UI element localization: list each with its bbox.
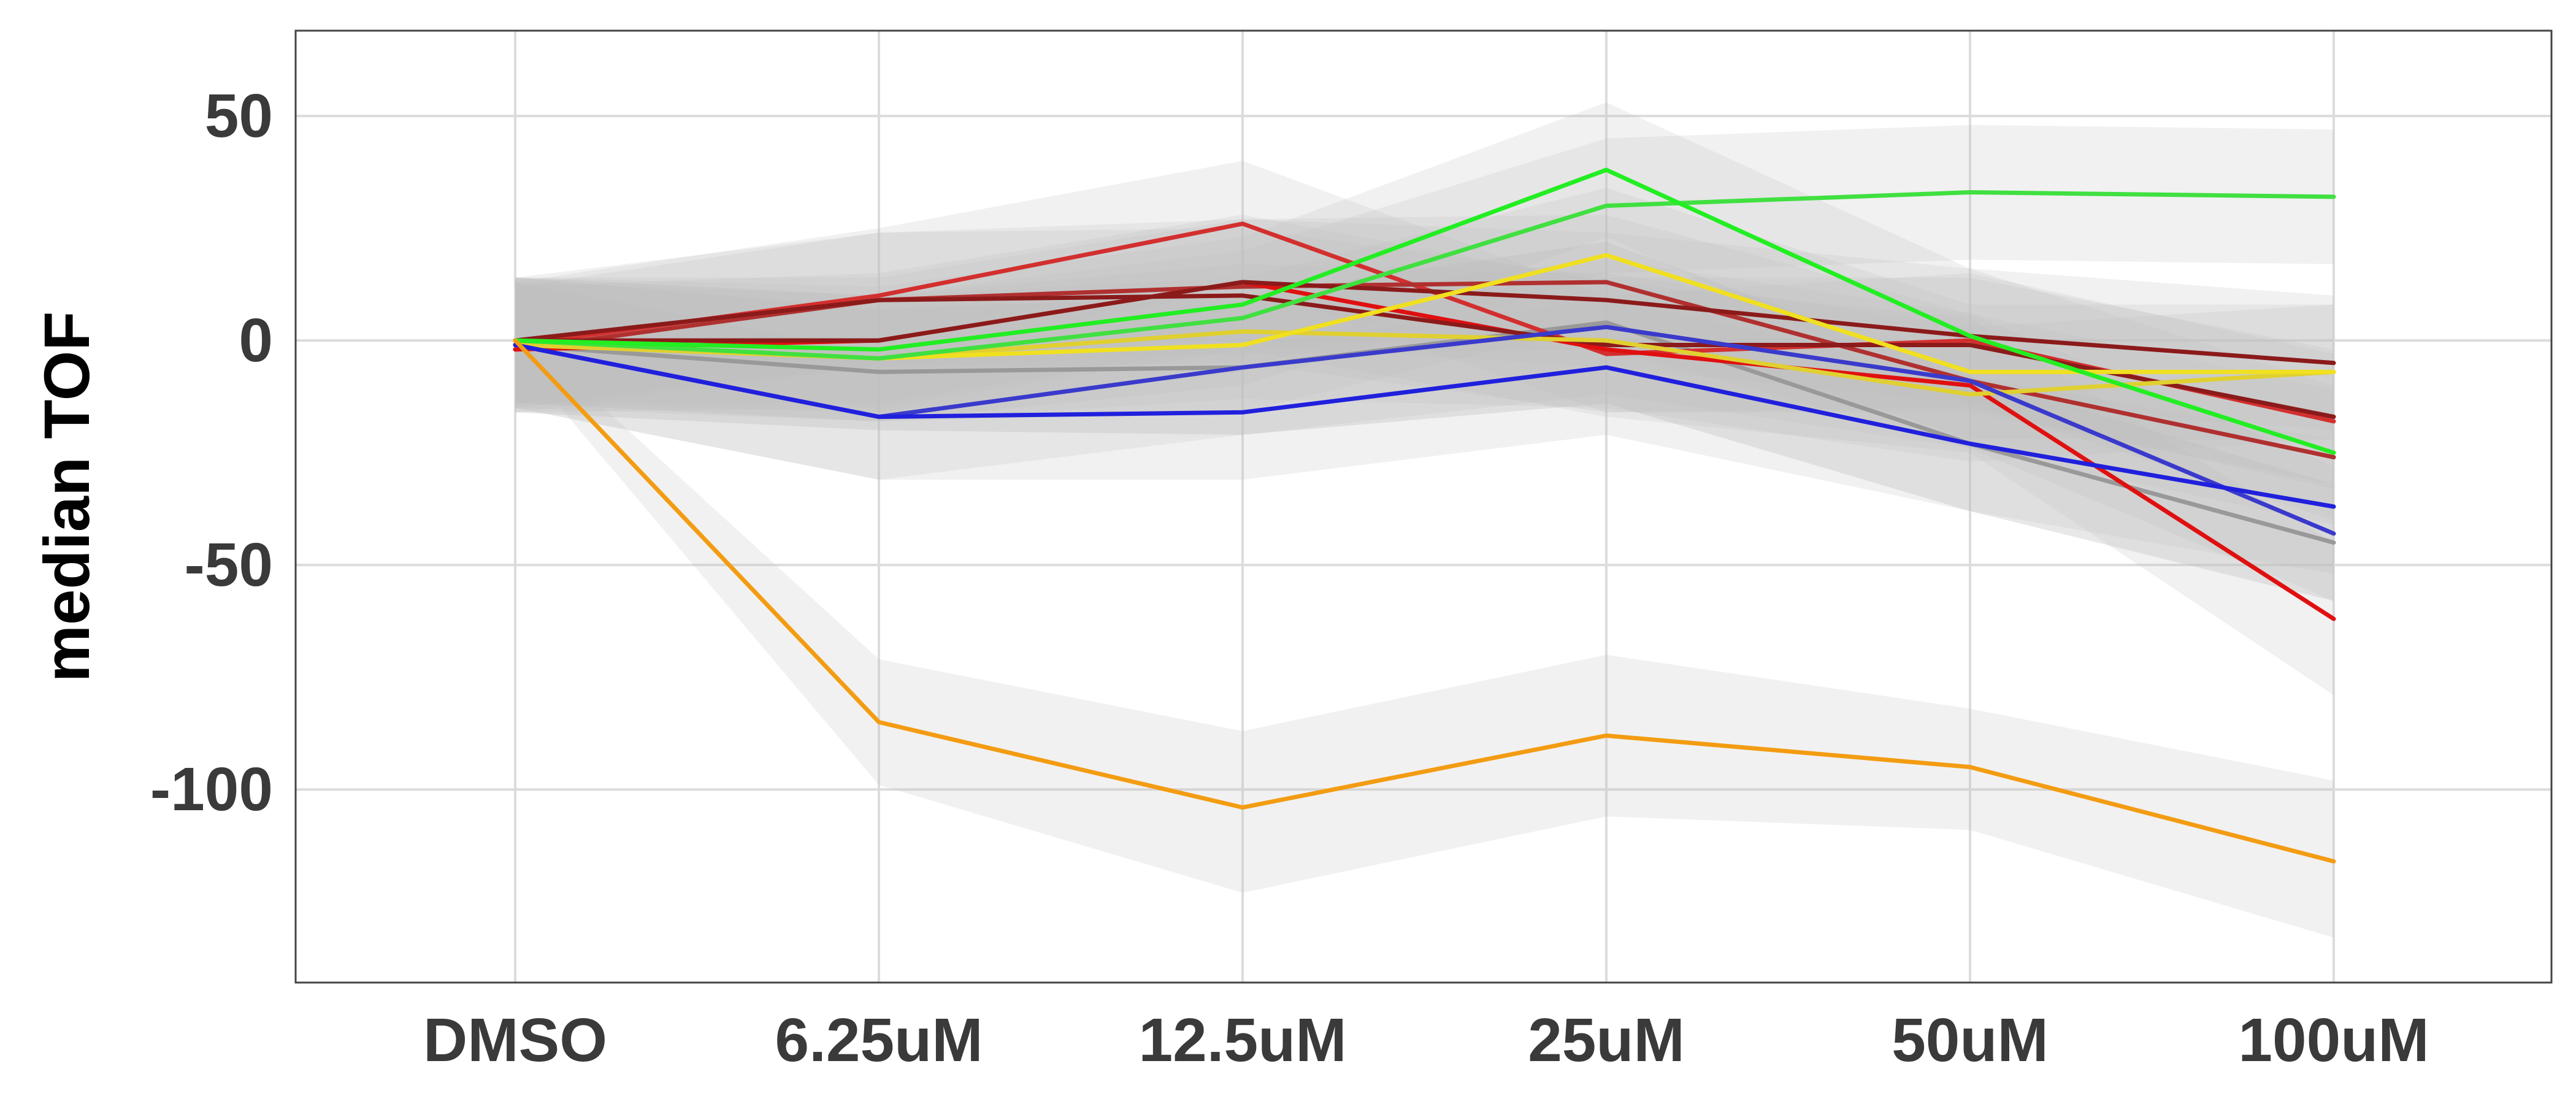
x-tick-label-4: 50uM [1892, 1006, 2049, 1075]
y-tick-label-1: 0 [239, 306, 273, 375]
x-tick-label-2: 12.5uM [1138, 1006, 1346, 1075]
series-12-ribbon [515, 327, 2334, 938]
x-tick-label-5: 100uM [2238, 1006, 2429, 1075]
series-4-line [513, 280, 2336, 366]
x-tick-label-0: DMSO [423, 1006, 607, 1075]
y-tick-label-3: -100 [150, 755, 273, 824]
series-0-line [513, 320, 2336, 545]
x-tick-label-1: 6.25uM [775, 1006, 983, 1075]
x-tick-label-3: 25uM [1528, 1006, 1685, 1075]
y-tick-label-0: 50 [205, 82, 273, 150]
series-10-line [513, 190, 2336, 361]
series-11-ribbon [515, 102, 2334, 520]
series-0-ribbon [515, 242, 2334, 601]
series-9-line [513, 342, 2336, 509]
series-3-ribbon [515, 215, 2334, 696]
plot-border [294, 29, 2553, 984]
line-layer [513, 167, 2336, 864]
series-11-line [513, 167, 2336, 455]
series-12-line [513, 338, 2336, 864]
series-1-ribbon [515, 161, 2334, 489]
y-tick-label-2: -50 [184, 531, 273, 599]
x-tick-labels: DMSO 6.25uM 12.5uM 25uM 50uM 100uM [423, 1006, 2429, 1075]
y-axis-title: median TOF [31, 312, 103, 683]
y-tick-labels: 50 0 -50 -100 [150, 82, 273, 824]
